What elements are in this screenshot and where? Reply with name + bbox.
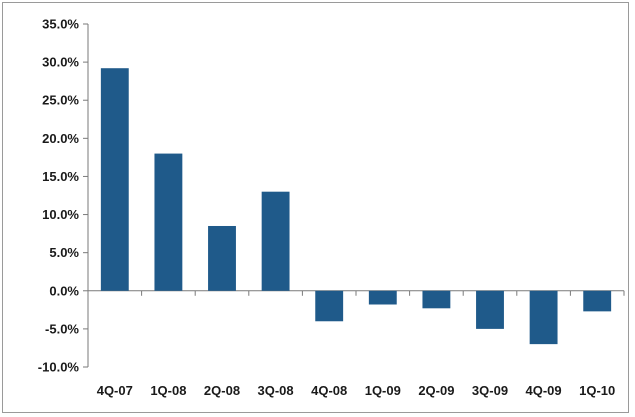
- y-tick-label: 0.0%: [49, 283, 79, 298]
- x-tick-label: 4Q-07: [97, 383, 133, 398]
- y-tick-label: -10.0%: [38, 360, 80, 375]
- x-tick-label: 3Q-08: [258, 383, 294, 398]
- x-tick-label: 1Q-10: [579, 383, 615, 398]
- bar-3Q-08: [261, 191, 290, 291]
- bar-1Q-10: [583, 290, 612, 312]
- y-tick-label: -5.0%: [45, 321, 79, 336]
- y-tick-label: 25.0%: [42, 93, 79, 108]
- x-tick-label: 2Q-09: [418, 383, 454, 398]
- x-tick-label: 1Q-08: [150, 383, 186, 398]
- y-tick-label: 5.0%: [49, 245, 79, 260]
- bar-4Q-07: [100, 68, 129, 291]
- y-tick-label: 30.0%: [42, 55, 79, 70]
- x-tick-label: 2Q-08: [204, 383, 240, 398]
- x-tick-label: 4Q-09: [526, 383, 562, 398]
- bar-1Q-09: [368, 290, 397, 305]
- bars: [100, 68, 612, 345]
- bar-2Q-08: [208, 225, 236, 291]
- y-tick-label: 15.0%: [42, 169, 79, 184]
- y-axis: -10.0% -5.0% 0.0% 5.0% 10.0% 15.0% 20.0% 25.0% 3…: [38, 17, 89, 375]
- y-tick-label: 35.0%: [42, 17, 79, 32]
- x-tick-label: 4Q-08: [311, 383, 347, 398]
- bar-1Q-08: [154, 153, 183, 291]
- bar-2Q-09: [422, 290, 451, 309]
- bar-3Q-09: [476, 290, 504, 329]
- x-tick-label: 3Q-09: [472, 383, 508, 398]
- bar-4Q-08: [315, 290, 344, 322]
- y-tick-label: 20.0%: [42, 131, 79, 146]
- x-tick-label: 1Q-09: [365, 383, 401, 398]
- x-axis: 4Q-07 1Q-08 2Q-08 3Q-08 4Q-08 1Q-09 2Q-09 3Q-09…: [87, 290, 625, 398]
- bar-4Q-09: [529, 290, 558, 345]
- y-tick-label: 10.0%: [42, 207, 79, 222]
